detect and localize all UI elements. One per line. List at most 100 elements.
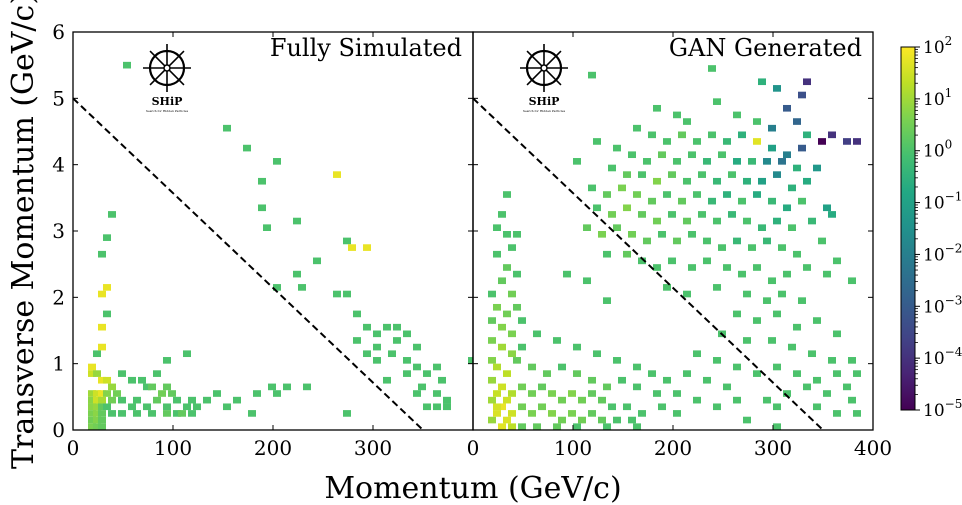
heatmap-cell: [788, 184, 796, 192]
heatmap-cell: [613, 357, 621, 364]
heatmap-cell: [343, 237, 351, 245]
heatmap-cell: [433, 390, 441, 397]
heatmap-cell: [413, 363, 421, 371]
heatmap-cells-left: [88, 61, 473, 430]
heatmap-cell: [638, 211, 646, 218]
heatmap-cell: [493, 303, 501, 311]
heatmap-cell: [773, 403, 781, 411]
heatmap-cell: [393, 337, 401, 344]
heatmap-cell: [488, 416, 496, 424]
heatmap-cell: [173, 410, 181, 417]
heatmap-cell: [623, 250, 631, 258]
heatmap-cell: [488, 376, 496, 384]
heatmap-cell: [763, 396, 771, 404]
heatmap-cell: [683, 370, 691, 377]
heatmap-cell: [518, 317, 526, 324]
heatmap-cell: [98, 390, 106, 397]
heatmap-cell: [163, 410, 171, 417]
heatmap-cell: [653, 104, 661, 112]
logo-subtext: Search for Hidden Particles: [146, 109, 189, 113]
heatmap-cell: [668, 171, 676, 178]
heatmap-cell: [443, 396, 451, 404]
heatmap-cell: [678, 197, 686, 205]
heatmap-cell: [403, 330, 411, 338]
heatmap-cell: [363, 323, 371, 331]
heatmap-cell: [273, 390, 281, 397]
heatmap-cell: [573, 343, 581, 351]
heatmap-cell: [608, 403, 616, 411]
x-axis-title: Momentum (GeV/c): [324, 471, 621, 505]
heatmap-cell: [133, 410, 141, 417]
colorbar-tick-label: 101: [923, 86, 952, 110]
heatmap-cell: [203, 396, 211, 404]
heatmap-cell: [88, 410, 96, 417]
heatmap-cell: [803, 177, 811, 185]
heatmap-cell: [648, 197, 656, 205]
heatmap-cell: [768, 277, 776, 285]
heatmap-cell: [728, 171, 736, 178]
heatmap-cell: [683, 118, 691, 125]
heatmap-cell: [253, 390, 261, 397]
heatmap-cell: [603, 191, 611, 198]
y-ticks-left: 0 1 2 3 4 5 6: [52, 20, 473, 442]
heatmap-cell: [423, 370, 431, 377]
heatmap-cell: [488, 337, 496, 344]
heatmap-cell: [833, 257, 841, 265]
heatmap-cell: [733, 158, 741, 165]
heatmap-cell: [563, 270, 571, 278]
heatmap-cell: [343, 290, 351, 298]
heatmap-cell: [123, 61, 131, 69]
heatmap-cell: [753, 191, 761, 198]
heatmap-cell: [613, 416, 621, 424]
heatmap-cell: [798, 91, 806, 99]
heatmap-cell: [683, 290, 691, 298]
heatmap-cell: [763, 297, 771, 304]
heatmap-cell: [768, 144, 776, 152]
heatmap-cell: [508, 423, 516, 430]
logo-text: SHiP: [529, 95, 560, 108]
heatmap-cell: [88, 416, 96, 424]
colorbar-tick-label: 10−5: [923, 397, 962, 421]
heatmap-cell: [108, 211, 116, 218]
heatmap-cell: [623, 171, 631, 178]
heatmap-cell: [668, 257, 676, 265]
heatmap-cell: [578, 416, 586, 424]
heatmap-cell: [353, 310, 361, 318]
heatmap-cell: [98, 423, 106, 430]
heatmap-cell: [698, 171, 706, 178]
heatmap-cell: [108, 396, 116, 404]
heatmap-cell: [188, 410, 196, 417]
colorbar: 10−5 10−4 10−3 10−2 10−1 100 101 102: [900, 34, 962, 421]
heatmap-cell: [168, 390, 176, 397]
heatmap-cell: [513, 357, 521, 364]
heatmap-cell: [818, 138, 826, 145]
heatmap-cell: [243, 144, 251, 152]
heatmap-cell: [663, 284, 671, 291]
heatmap-cell: [828, 131, 836, 139]
heatmap-cell: [568, 390, 576, 397]
heatmap-cell: [118, 410, 126, 417]
heatmap-cell: [793, 164, 801, 172]
heatmap-cell: [268, 383, 276, 391]
heatmap-cell: [793, 250, 801, 258]
heatmap-cell: [673, 390, 681, 397]
heatmap-cell: [413, 390, 421, 397]
heatmap-cell: [813, 317, 821, 324]
heatmap-cell: [593, 138, 601, 145]
heatmap-cell: [528, 390, 536, 397]
heatmap-cell: [558, 396, 566, 404]
heatmap-cell: [653, 177, 661, 185]
heatmap-cell: [823, 390, 831, 397]
heatmap-cell: [793, 323, 801, 331]
heatmap-cell: [498, 403, 506, 411]
heatmap-cell: [98, 416, 106, 424]
heatmap-cell: [743, 337, 751, 344]
x-tick-label: 200: [254, 436, 292, 460]
heatmap-cell: [163, 383, 171, 391]
heatmap-cell: [688, 231, 696, 238]
heatmap-cell: [773, 171, 781, 178]
heatmap-cell: [713, 177, 721, 185]
heatmap-cell: [533, 330, 541, 338]
heatmap-cell: [488, 290, 496, 298]
